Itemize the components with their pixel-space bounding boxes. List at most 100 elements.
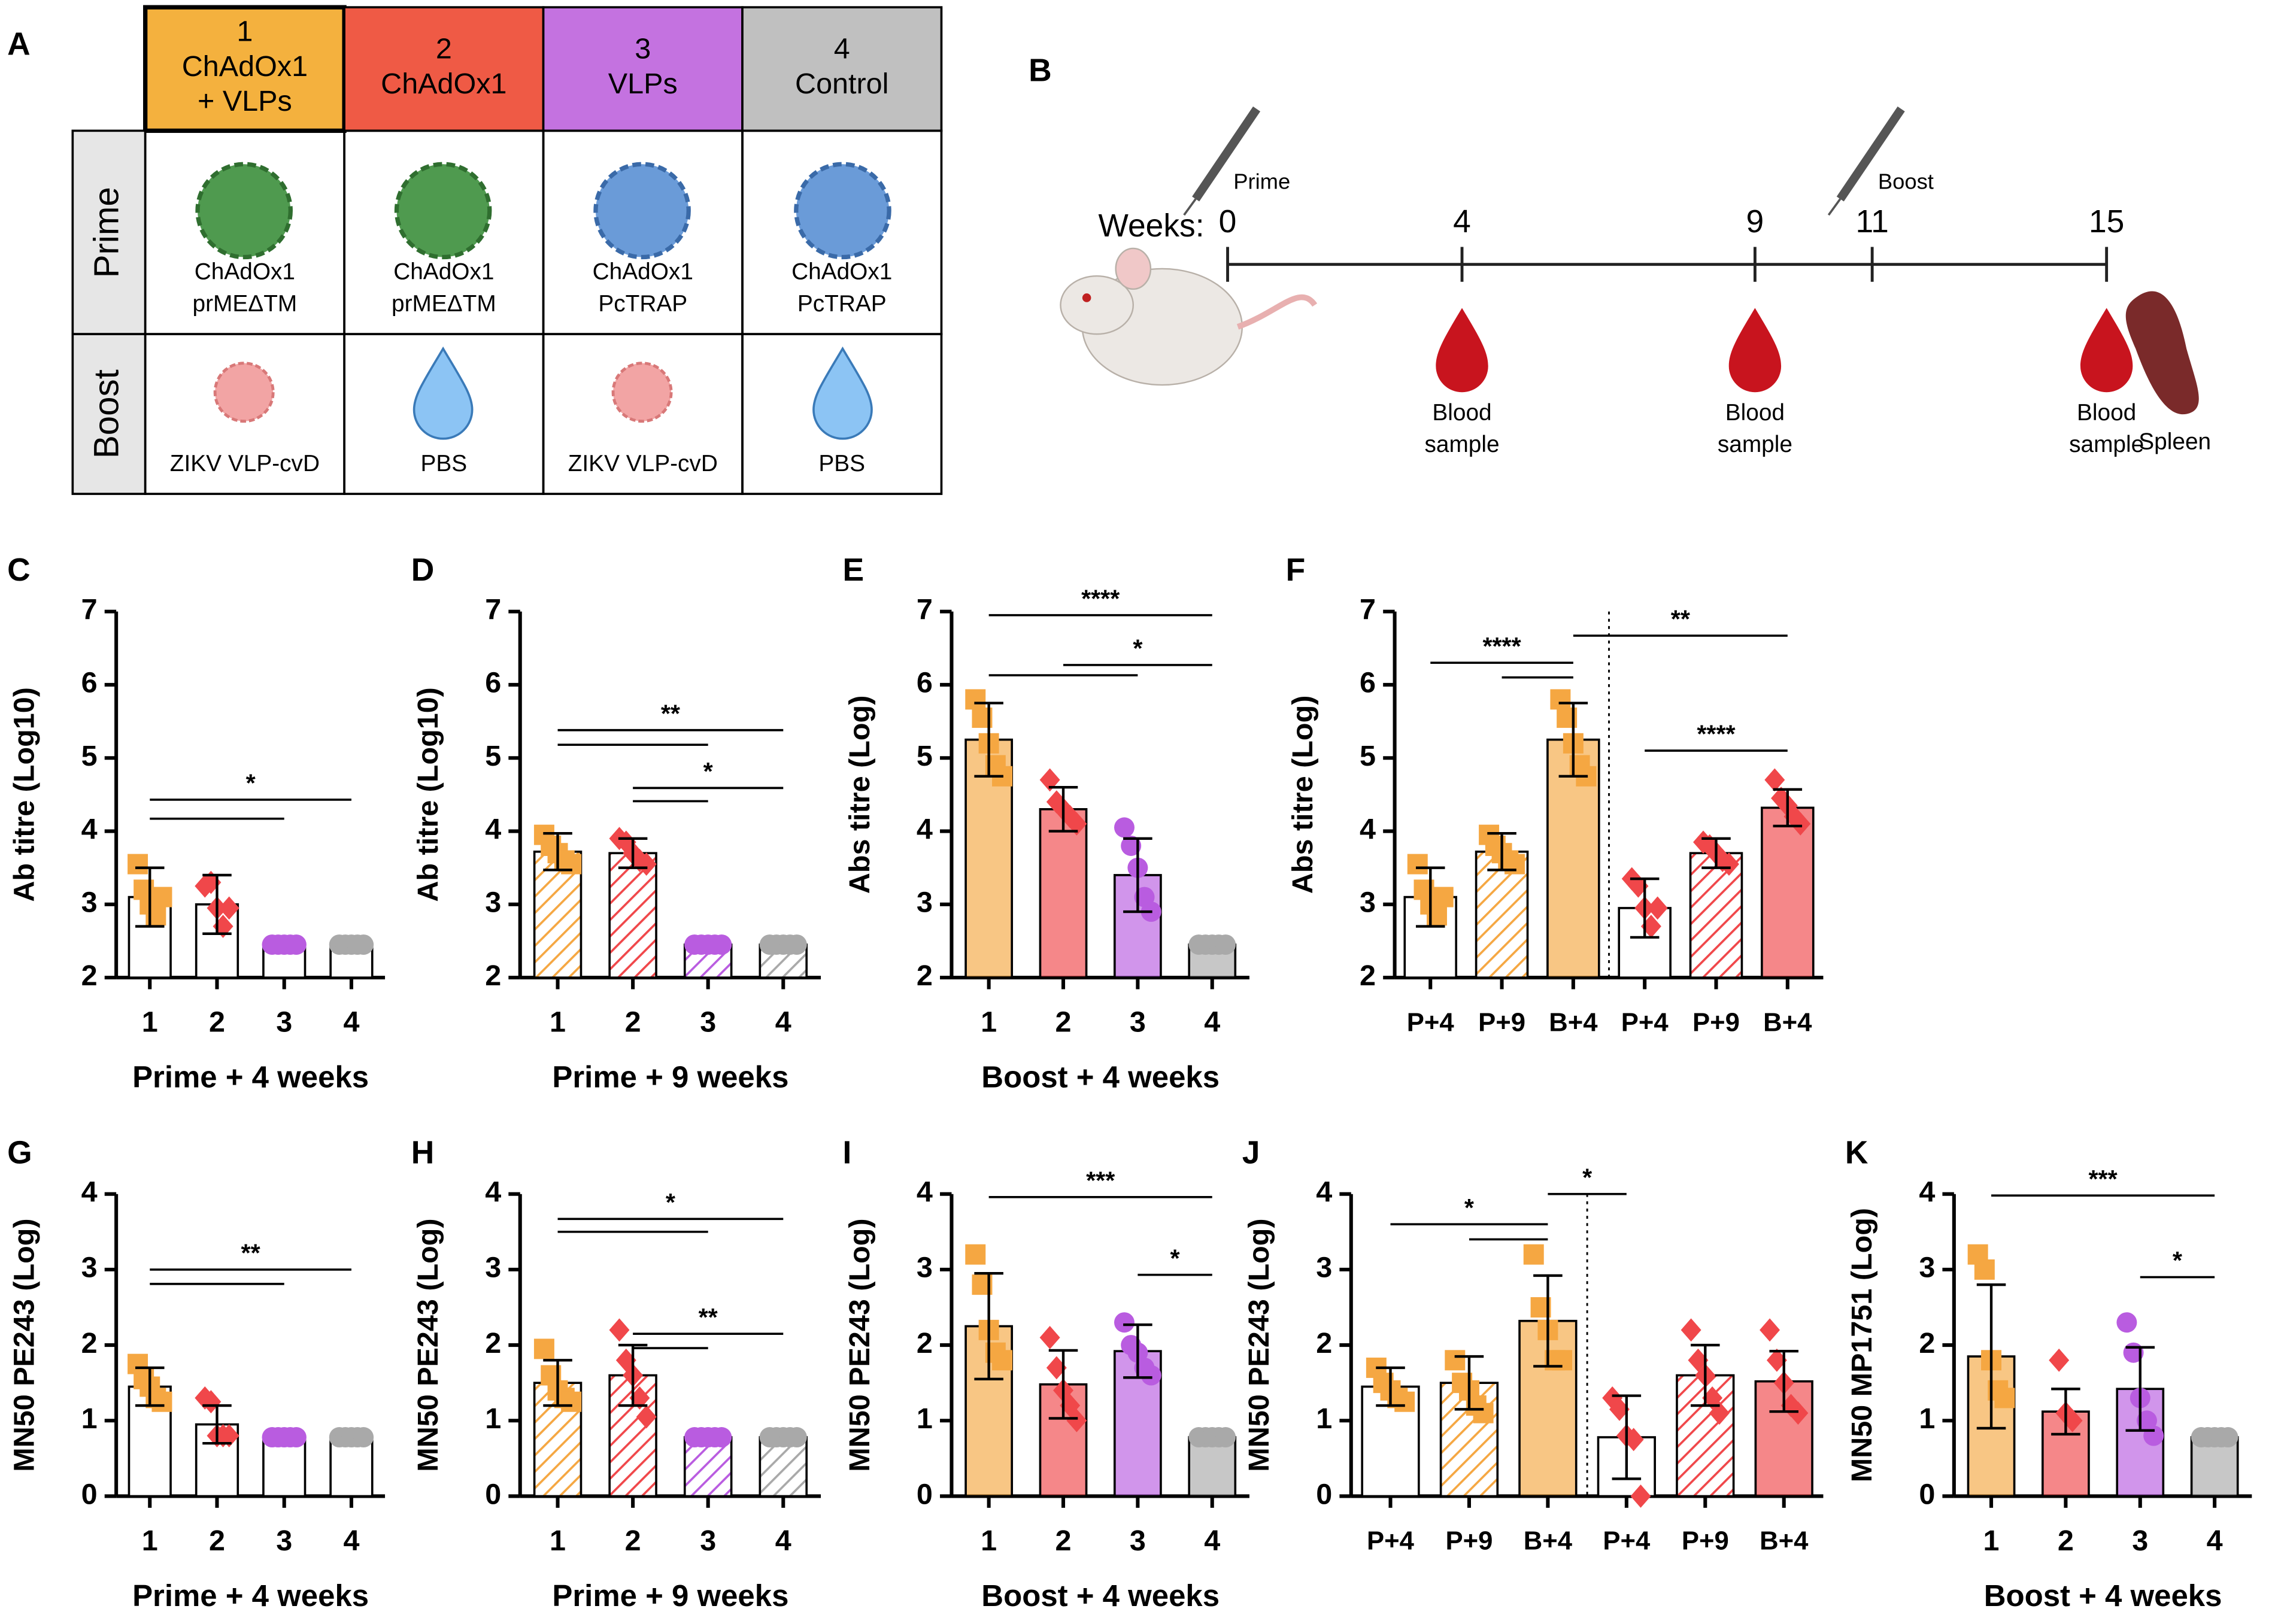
group-header-text: 3 xyxy=(635,33,651,65)
bar xyxy=(1403,896,1458,979)
x-tick-label: 2 xyxy=(1055,1006,1072,1039)
y-tick-label: 3 xyxy=(1316,1252,1332,1284)
x-tick-label: 1 xyxy=(550,1525,566,1557)
data-point xyxy=(151,1391,172,1412)
bar xyxy=(608,852,657,979)
row-header-text: Boost xyxy=(87,369,126,459)
x-tick-label: 4 xyxy=(343,1525,359,1557)
y-tick-label: 2 xyxy=(1360,960,1376,992)
y-tick-label: 3 xyxy=(81,887,98,919)
significance-label: * xyxy=(1170,1244,1181,1272)
panel-label: J xyxy=(1242,1135,1260,1170)
y-tick-label: 7 xyxy=(917,593,933,626)
significance-label: ** xyxy=(661,700,681,727)
data-point xyxy=(629,1386,650,1410)
y-tick-label: 6 xyxy=(1360,667,1376,699)
x-tick-label: P+4 xyxy=(1367,1526,1415,1556)
x-tick-label: B+4 xyxy=(1549,1007,1598,1037)
y-tick-label: 2 xyxy=(485,1327,501,1359)
data-point xyxy=(286,934,307,955)
panel-label: H xyxy=(411,1135,435,1170)
y-tick-label: 2 xyxy=(917,960,933,992)
data-point xyxy=(1790,812,1811,836)
y-tick-label: 4 xyxy=(1360,813,1376,845)
data-point xyxy=(1140,1365,1161,1386)
data-point xyxy=(1640,915,1661,938)
x-tick-label: 3 xyxy=(276,1006,292,1039)
x-axis-label: Boost + 4 weeks xyxy=(981,1060,1220,1094)
bar xyxy=(1039,808,1088,979)
panel-label: A xyxy=(7,27,31,62)
x-tick-label: 2 xyxy=(1055,1525,1072,1557)
x-tick-label: 2 xyxy=(2058,1525,2074,1557)
data-point xyxy=(965,1244,986,1265)
data-point xyxy=(219,896,239,920)
panel-label: K xyxy=(1845,1135,1868,1170)
drop-icon xyxy=(812,346,873,440)
bar xyxy=(608,1374,657,1498)
data-point xyxy=(151,887,172,907)
x-tick-label: B+4 xyxy=(1763,1007,1812,1037)
y-tick-label: 3 xyxy=(917,1252,933,1284)
data-point xyxy=(1114,1312,1135,1333)
sample-label: Blood xyxy=(1725,400,1785,426)
data-point xyxy=(1394,1391,1415,1412)
cell-text: ChAdOx1 xyxy=(393,259,494,284)
bar xyxy=(1689,852,1743,979)
panel-label: F xyxy=(1286,553,1306,588)
blood-drop xyxy=(1728,308,1782,393)
data-point xyxy=(2049,1348,2070,1372)
y-tick-label: 4 xyxy=(1316,1176,1332,1209)
y-tick-label: 2 xyxy=(1316,1327,1332,1359)
significance-label: * xyxy=(2173,1247,2183,1274)
y-tick-label: 2 xyxy=(1919,1327,1935,1359)
x-axis-label: Boost + 4 weeks xyxy=(981,1579,1220,1613)
y-tick-label: 5 xyxy=(917,740,933,772)
y-tick-label: 0 xyxy=(917,1478,933,1510)
mouse-icon xyxy=(1060,247,1318,386)
data-point xyxy=(2116,1312,2137,1333)
cell-text: ChAdOx1 xyxy=(593,259,693,284)
group-header-text: VLPs xyxy=(608,68,678,100)
syringe xyxy=(1836,106,1905,202)
virus-icon xyxy=(794,162,891,260)
x-tick-label: P+9 xyxy=(1446,1526,1493,1556)
y-tick-label: 6 xyxy=(81,667,98,699)
data-point xyxy=(1473,1403,1494,1423)
virus-icon xyxy=(394,162,492,260)
mouse-head xyxy=(1060,275,1135,335)
y-tick-label: 3 xyxy=(1360,887,1376,919)
x-tick-label: P+9 xyxy=(1478,1007,1525,1037)
y-axis-label: MN50 PE243 (Log) xyxy=(412,1218,444,1471)
data-point xyxy=(561,1391,582,1412)
x-tick-label: 4 xyxy=(775,1525,791,1557)
cell-text: ZIKV VLP-cvD xyxy=(170,451,320,476)
x-tick-label: 3 xyxy=(1130,1006,1146,1039)
drop-icon xyxy=(412,346,474,440)
data-point xyxy=(711,934,732,955)
bar xyxy=(1761,806,1815,979)
panel-label: E xyxy=(842,553,864,588)
y-tick-label: 2 xyxy=(917,1327,933,1359)
axis-label: Weeks: xyxy=(1099,208,1205,244)
significance-label: ** xyxy=(241,1240,261,1267)
data-point xyxy=(1550,689,1571,710)
data-point xyxy=(2218,1427,2238,1448)
cell-text: PBS xyxy=(421,451,468,476)
x-tick-label: 4 xyxy=(343,1006,359,1039)
x-tick-label: 1 xyxy=(142,1525,158,1557)
cell-text: PBS xyxy=(818,451,865,476)
data-point xyxy=(1994,1388,2015,1409)
panel-label: D xyxy=(411,553,435,588)
y-tick-label: 0 xyxy=(81,1478,98,1510)
y-tick-label: 1 xyxy=(1919,1403,1935,1435)
y-tick-label: 3 xyxy=(1919,1252,1935,1284)
y-tick-label: 3 xyxy=(81,1252,98,1284)
data-point xyxy=(1630,1485,1651,1508)
sample-label: Blood xyxy=(1432,400,1491,426)
significance-label: * xyxy=(246,770,256,797)
x-tick-label: 2 xyxy=(209,1525,225,1557)
significance-label: **** xyxy=(1482,633,1521,660)
significance-label: * xyxy=(703,758,714,785)
x-tick-label: P+4 xyxy=(1621,1007,1669,1037)
